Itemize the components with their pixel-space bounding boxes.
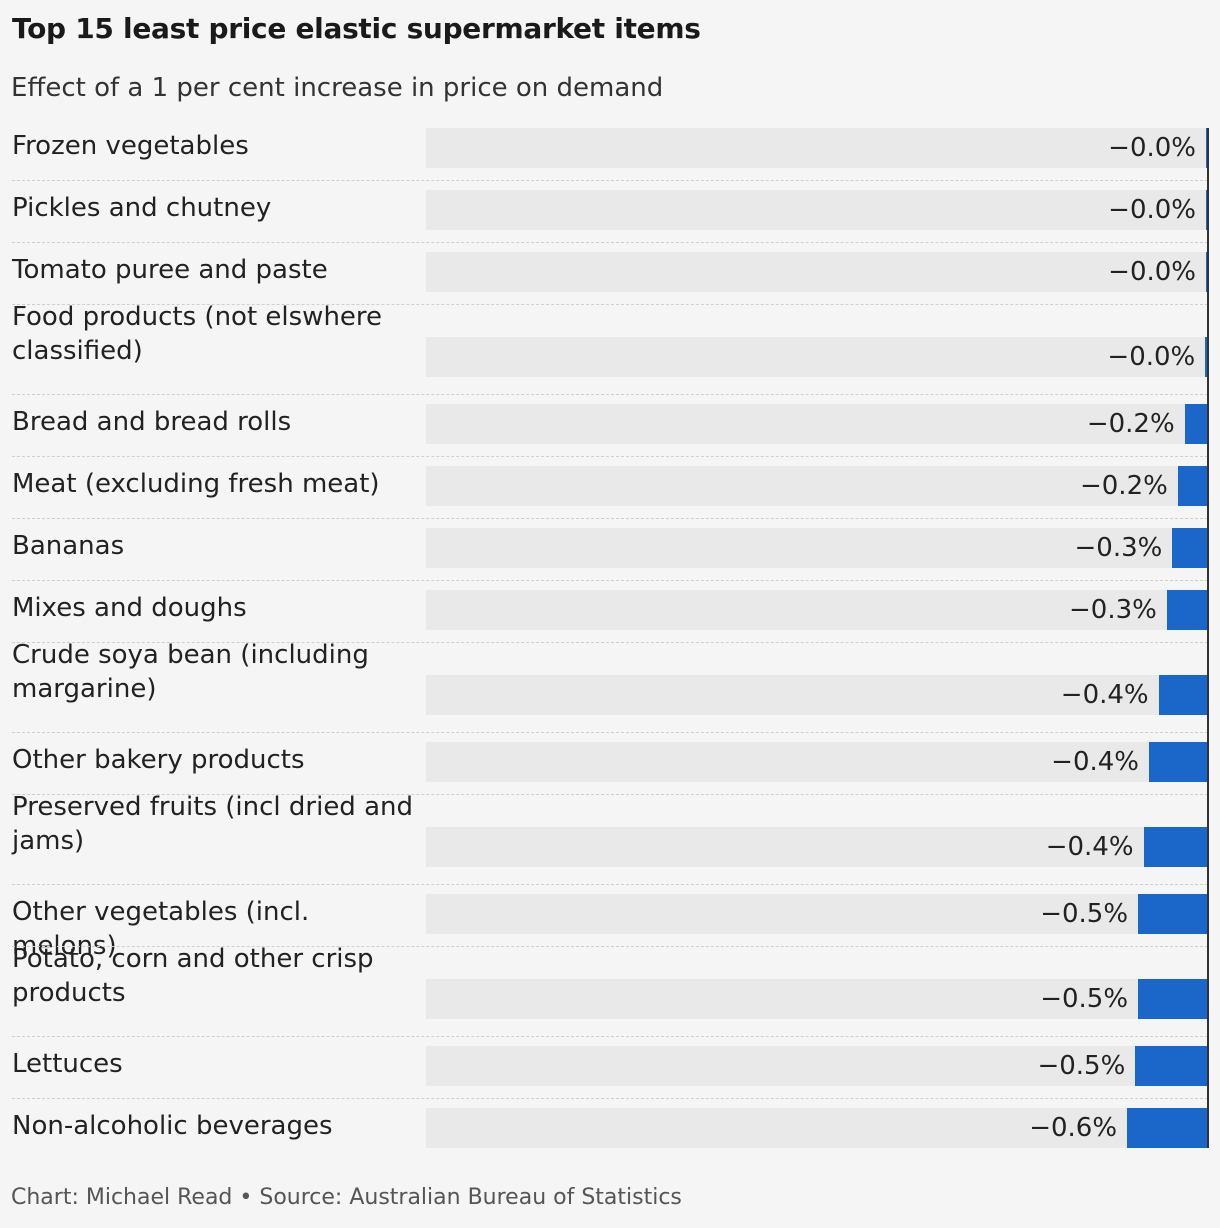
bar [1149,742,1208,782]
bar-track [426,190,1208,230]
data-label: −0.4% [1060,680,1149,710]
data-label: −0.0% [1107,342,1196,372]
row-divider [12,394,1208,395]
data-label: −0.3% [1069,595,1157,625]
row-divider [12,732,1208,733]
bar [1177,466,1208,506]
bar [1138,894,1208,934]
category-label: Bread and bread rolls [12,407,292,437]
bar [1127,1108,1208,1148]
row-divider [12,642,1208,643]
row-divider [12,518,1208,519]
row-divider [12,1098,1208,1099]
chart-subtitle: Effect of a 1 per cent increase in price… [11,73,664,103]
row-divider [12,456,1208,457]
bar-track [426,1046,1208,1086]
category-label: Pickles and chutney [12,193,272,223]
category-label: Non-alcoholic beverages [12,1111,333,1141]
bar [1138,979,1208,1019]
bar [1205,337,1208,377]
row-divider [12,242,1208,243]
bar-track [426,894,1208,934]
chart-title: Top 15 least price elastic supermarket i… [12,12,701,45]
row-divider [12,580,1208,581]
data-label: −0.0% [1108,195,1196,225]
bar-track [426,979,1208,1019]
bar-track [426,466,1208,506]
data-label: −0.0% [1108,257,1196,287]
bar [1143,827,1208,867]
bar-track [426,528,1208,568]
category-label: Food products (not elswhere classified) [12,302,383,366]
category-label: Frozen vegetables [12,131,249,161]
bar-track [426,404,1208,444]
row-divider [12,1036,1208,1037]
category-label: Tomato puree and paste [12,255,328,285]
category-label: Mixes and doughs [12,593,247,623]
data-label: −0.6% [1029,1113,1118,1143]
chart-footer: Chart: Michael Read • Source: Australian… [11,1185,682,1210]
bar [1135,1046,1208,1086]
category-label: Bananas [12,531,125,561]
data-label: −0.3% [1074,533,1163,563]
bar [1172,528,1208,568]
bar-track [426,827,1208,867]
data-label: −0.2% [1086,409,1175,439]
bar-track [426,590,1208,630]
row-divider [12,180,1208,181]
data-label: −0.5% [1037,1051,1126,1081]
data-label: −0.4% [1051,747,1140,777]
data-label: −0.0% [1108,133,1196,163]
bar-track [426,1108,1208,1148]
row-divider [12,794,1208,795]
bar-track [426,742,1208,782]
category-label: Potato, corn and other crisp products [12,944,374,1008]
category-label: Preserved fruits (incl dried and jams) [12,792,413,856]
data-label: −0.5% [1040,984,1129,1014]
row-divider [12,946,1208,947]
bar [1166,590,1208,630]
row-divider [12,304,1208,305]
bar-track [426,252,1208,292]
category-label: Meat (excluding fresh meat) [12,469,380,499]
data-label: −0.5% [1040,899,1129,929]
category-label: Crude soya bean (including margarine) [12,640,369,704]
bar [1184,404,1208,444]
data-label: −0.2% [1079,471,1168,501]
bar-track [426,128,1208,168]
category-label: Other bakery products [12,745,305,775]
zero-axis-line [1207,128,1209,1148]
category-label: Lettuces [12,1049,123,1079]
row-divider [12,884,1208,885]
data-label: −0.4% [1045,832,1134,862]
bar-track [426,337,1208,377]
bar [1158,675,1208,715]
bar-track [426,675,1208,715]
